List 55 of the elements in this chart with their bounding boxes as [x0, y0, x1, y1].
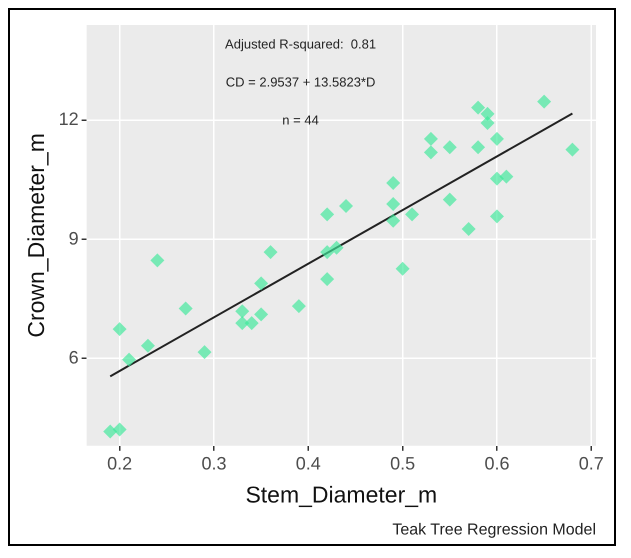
point: [442, 140, 457, 154]
point: [490, 132, 504, 146]
point: [140, 338, 155, 353]
point: [254, 307, 268, 322]
point: [198, 345, 212, 360]
point: [178, 301, 193, 316]
point: [442, 192, 457, 207]
x-tick-label: 0.2: [107, 454, 132, 474]
point: [490, 172, 504, 186]
point: [386, 176, 400, 190]
point: [235, 304, 250, 318]
y-tick-label: 12: [58, 109, 79, 130]
point: [480, 106, 495, 121]
point: [490, 209, 504, 224]
point: [320, 245, 334, 260]
point: [386, 197, 400, 212]
point: [150, 253, 164, 268]
point: [235, 316, 250, 330]
point: [396, 262, 410, 276]
point: [320, 272, 334, 286]
point: [320, 207, 334, 222]
point: [330, 240, 344, 255]
text: Teak Tree Regression Model: [392, 521, 596, 538]
point: [339, 199, 354, 214]
point: [462, 222, 476, 236]
point: [471, 100, 486, 115]
point: [480, 116, 495, 130]
x-tick-label: 0.6: [484, 454, 510, 474]
point: [103, 424, 118, 439]
point: [499, 170, 514, 184]
x-tick-label: 0.5: [390, 454, 416, 474]
point: [405, 207, 420, 222]
point: [112, 322, 127, 336]
x-tick-label: 0.4: [296, 454, 321, 474]
x-axis-title: Stem_Diameter_m: [245, 482, 438, 508]
annotation: n = 44: [282, 112, 319, 128]
point: [254, 276, 268, 290]
x-tick-label: 0.3: [201, 454, 226, 474]
point: [122, 352, 136, 367]
point: [112, 422, 127, 437]
point: [386, 214, 400, 228]
point: [424, 145, 438, 160]
point: [471, 140, 486, 154]
y-tick-label: 9: [68, 228, 79, 248]
point: [424, 132, 438, 146]
point: [537, 94, 552, 109]
x-tick-label: 0.7: [578, 454, 604, 474]
y-axis-title: Crown_Diameter_m: [23, 133, 50, 338]
point: [292, 299, 306, 314]
y-tick-label: 6: [68, 347, 79, 368]
point: [565, 142, 580, 157]
annotation: CD = 2.9537 + 13.5823*D: [226, 74, 376, 90]
point: [264, 245, 278, 260]
point: [244, 316, 259, 330]
annotation: Adjusted R-squared: 0.81: [225, 36, 376, 52]
